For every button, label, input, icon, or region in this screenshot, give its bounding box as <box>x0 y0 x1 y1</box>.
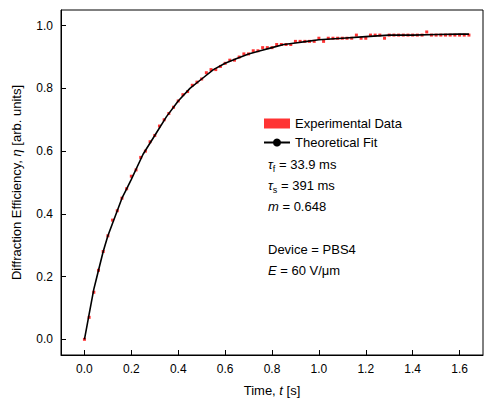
svg-text:0.0: 0.0 <box>76 362 93 376</box>
html-text:τs: τs <box>268 178 278 195</box>
svg-text:Device = PBS4: Device = PBS4 <box>268 242 356 257</box>
svg-text:Time,: Time, <box>244 383 280 398</box>
svg-text:0.6: 0.6 <box>36 144 53 158</box>
svg-text:[s]: [s] <box>283 383 300 398</box>
svg-text:1.6: 1.6 <box>451 362 468 376</box>
svg-text:1.2: 1.2 <box>357 362 374 376</box>
svg-text:1.4: 1.4 <box>404 362 421 376</box>
svg-text:1.0: 1.0 <box>36 19 53 33</box>
svg-text:0.6: 0.6 <box>217 362 234 376</box>
svg-text:0.0: 0.0 <box>36 332 53 346</box>
svg-text:Experimental Data: Experimental Data <box>295 116 403 131</box>
html-text:τf: τf <box>268 157 276 174</box>
svg-text:m: m <box>268 199 279 214</box>
svg-text:= 0.648: = 0.648 <box>279 199 326 214</box>
svg-text:= 391 ms: = 391 ms <box>277 178 335 193</box>
svg-text:0.2: 0.2 <box>123 362 140 376</box>
svg-text:0.2: 0.2 <box>36 270 53 284</box>
svg-text:0.8: 0.8 <box>264 362 281 376</box>
svg-text:E: E <box>268 263 277 278</box>
svg-text:Diffraction Efficiency,: Diffraction Efficiency, <box>9 156 24 280</box>
svg-text:[arb. units]: [arb. units] <box>9 85 24 149</box>
svg-text:0.4: 0.4 <box>170 362 187 376</box>
svg-text:= 60 V/μm: = 60 V/μm <box>277 263 341 278</box>
svg-text:η: η <box>9 149 24 156</box>
svg-text:1.0: 1.0 <box>311 362 328 376</box>
svg-text:0.4: 0.4 <box>36 207 53 221</box>
svg-text:= 33.9 ms: = 33.9 ms <box>275 157 337 172</box>
svg-text:t: t <box>279 382 283 398</box>
svg-text:0.8: 0.8 <box>36 81 53 95</box>
svg-text:Theoretical Fit: Theoretical Fit <box>295 135 378 150</box>
